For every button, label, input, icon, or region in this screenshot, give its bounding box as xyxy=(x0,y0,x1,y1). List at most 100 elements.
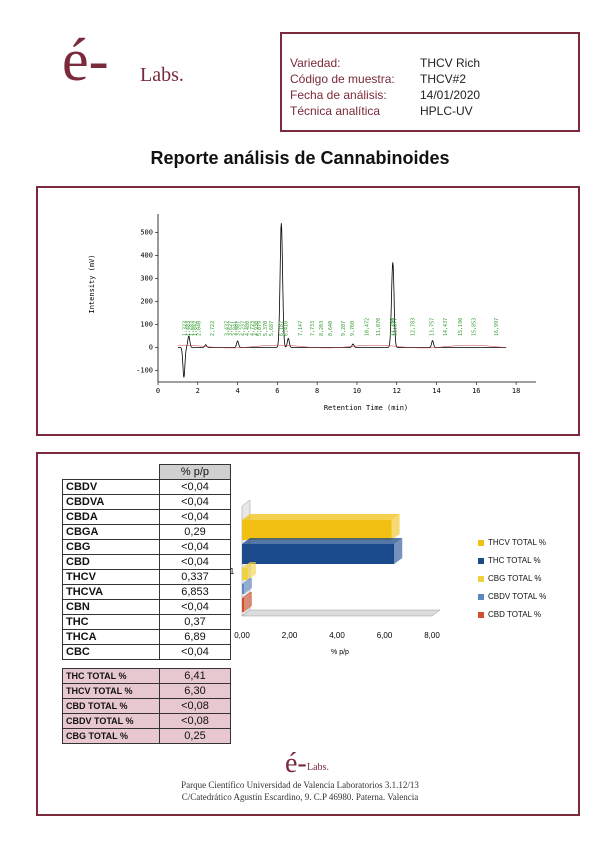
table-row: CBG <0,04 xyxy=(62,539,231,555)
cannabinoid-value: <0,04 xyxy=(159,479,231,495)
table-row: THCVA 6,853 xyxy=(62,584,231,600)
y-tick-label: 100 xyxy=(140,320,153,328)
bar-floor xyxy=(241,609,441,617)
table-row: CBN <0,04 xyxy=(62,599,231,615)
chromatogram-line xyxy=(177,223,507,378)
table-row: CBDVA <0,04 xyxy=(62,494,231,510)
peak-label: 11,877 xyxy=(392,318,398,336)
bar-end xyxy=(244,578,252,594)
bar-x-tick-label: 6,00 xyxy=(377,631,393,640)
peak-label: 1,683 xyxy=(190,321,196,336)
table-row: CBDA <0,04 xyxy=(62,509,231,525)
cannabinoid-name: THCA xyxy=(62,629,160,645)
peak-label: 1,842 xyxy=(193,321,199,336)
bar-thcv-total-- xyxy=(242,520,392,540)
peak-label: 16,997 xyxy=(494,318,500,336)
info-value: HPLC-UV xyxy=(420,104,473,118)
bar-top xyxy=(242,514,400,520)
peak-label: 3,627 xyxy=(228,321,234,336)
table-row: THC 0,37 xyxy=(62,614,231,630)
legend-label: THCV TOTAL % xyxy=(488,538,546,547)
x-tick-label: 12 xyxy=(393,387,401,395)
table-header-pp: % p/p xyxy=(159,464,231,480)
bar-end xyxy=(394,538,403,564)
peak-label: 1,323 xyxy=(182,321,188,336)
info-label: Código de muestra: xyxy=(290,72,395,86)
bar-x-tick-label: 8,00 xyxy=(424,631,440,640)
cannabinoid-value: <0,04 xyxy=(159,599,231,615)
elabs-logo: é- Labs. xyxy=(62,27,184,93)
y-tick-label: 500 xyxy=(140,228,153,236)
peak-label: 15,853 xyxy=(471,318,477,336)
cannabinoid-value: <0,04 xyxy=(159,644,231,660)
x-tick-label: 16 xyxy=(472,387,480,395)
bar-top xyxy=(242,578,252,584)
cannabinoid-name: THC xyxy=(62,614,160,630)
chromatogram-baseline xyxy=(177,344,506,349)
x-tick-label: 2 xyxy=(196,387,200,395)
totals-row: CBDV TOTAL % <0,08 xyxy=(62,713,231,729)
legend-label: THC TOTAL % xyxy=(488,556,541,565)
cannabinoid-name: CBDVA xyxy=(62,494,160,510)
total-value: <0,08 xyxy=(159,713,231,729)
cannabinoid-value: 0,29 xyxy=(159,524,231,540)
chromatogram-trace xyxy=(177,223,507,378)
total-name: CBDV TOTAL % xyxy=(62,713,160,729)
totals-row: THCV TOTAL % 6,30 xyxy=(62,683,231,699)
cannabinoid-value: <0,04 xyxy=(159,509,231,525)
bar-end xyxy=(391,514,400,540)
bar-cbg-total-- xyxy=(242,568,248,580)
x-tick-label: 0 xyxy=(156,387,160,395)
chromatogram-frame xyxy=(36,186,580,436)
info-value: THCV Rich xyxy=(420,56,481,70)
bar-top xyxy=(242,592,252,598)
peak-label: 15,190 xyxy=(458,318,464,336)
bar-top xyxy=(242,562,256,568)
table-header-empty xyxy=(63,465,160,480)
cannabinoid-name: THCV xyxy=(62,569,160,585)
peak-label: 9,760 xyxy=(350,321,356,336)
table-row: CBC <0,04 xyxy=(62,644,231,660)
cannabinoid-value: 0,37 xyxy=(159,614,231,630)
peak-label: 5,687 xyxy=(269,321,275,336)
footer-logo-e: é- xyxy=(285,748,307,779)
bar-end xyxy=(244,592,252,612)
peak-label: 2,040 xyxy=(197,321,203,336)
footer-logo: é- Labs. xyxy=(285,748,329,780)
totals-row: CBG TOTAL % 0,25 xyxy=(62,728,231,744)
legend-swatch xyxy=(478,540,484,546)
cannabinoid-name: THCVA xyxy=(62,584,160,600)
info-label: Técnica analítica xyxy=(290,104,381,118)
total-name: CBG TOTAL % xyxy=(62,728,160,744)
totals-row: THC TOTAL % 6,41 xyxy=(62,668,231,684)
bar-x-tick-label: 0,00 xyxy=(234,631,250,640)
peak-label: 14,437 xyxy=(443,318,449,336)
table-header-row: % p/p xyxy=(63,464,231,480)
chromatogram-xlabel: Retention Time (min) xyxy=(324,404,408,412)
peak-label: 7,147 xyxy=(298,321,304,336)
footer-address-line1: Parque Científico Universidad de Valenci… xyxy=(181,780,419,790)
peak-label: 11,750 xyxy=(390,318,396,336)
peak-label: 9,287 xyxy=(341,321,347,336)
totals-row: CBD TOTAL % <0,08 xyxy=(62,698,231,714)
peak-label: 7,733 xyxy=(310,321,316,336)
peak-label: 11,070 xyxy=(376,318,382,336)
results-frame xyxy=(36,452,580,816)
logo-labs: Labs. xyxy=(140,64,184,86)
peak-label: 3,841 xyxy=(232,321,238,336)
x-tick-label: 4 xyxy=(235,387,239,395)
table-row: THCA 6,89 xyxy=(62,629,231,645)
bar-cbd-total-- xyxy=(242,598,244,612)
peak-label: 12,783 xyxy=(410,318,416,336)
legend-label: CBG TOTAL % xyxy=(488,574,542,583)
peak-label: 6,187 xyxy=(279,321,285,336)
cannabinoid-name: CBC xyxy=(62,644,160,660)
cannabinoid-table: % p/p CBDV <0,04 CBDVA <0,04 CBDA <0,04 CBGA 0,… xyxy=(62,464,231,660)
x-tick-label: 18 xyxy=(512,387,520,395)
cannabinoid-name: CBN xyxy=(62,599,160,615)
x-tick-label: 6 xyxy=(275,387,279,395)
x-tick-label: 8 xyxy=(315,387,319,395)
total-name: THCV TOTAL % xyxy=(62,683,160,699)
total-value: <0,08 xyxy=(159,698,231,714)
logo-e: é- xyxy=(62,27,109,93)
